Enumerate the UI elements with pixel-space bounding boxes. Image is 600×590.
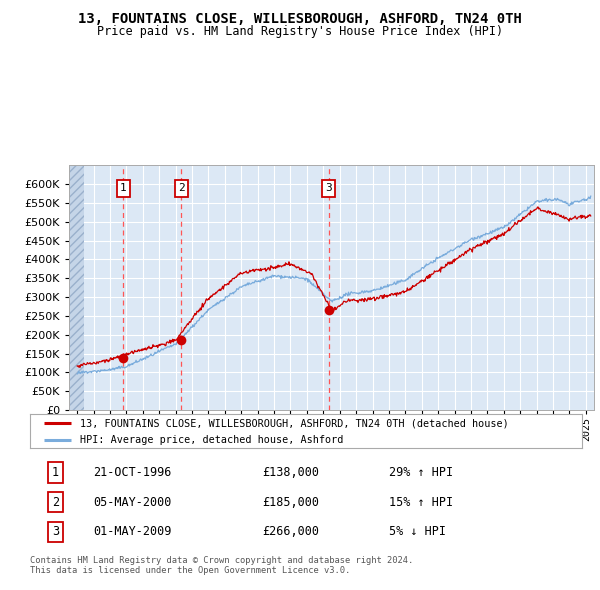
Text: 05-MAY-2000: 05-MAY-2000 xyxy=(94,496,172,509)
Text: 2: 2 xyxy=(52,496,59,509)
Text: 01-MAY-2009: 01-MAY-2009 xyxy=(94,525,172,538)
Text: 2: 2 xyxy=(178,183,185,194)
Text: HPI: Average price, detached house, Ashford: HPI: Average price, detached house, Ashf… xyxy=(80,435,343,445)
Text: 5% ↓ HPI: 5% ↓ HPI xyxy=(389,525,446,538)
Text: Contains HM Land Registry data © Crown copyright and database right 2024.
This d: Contains HM Land Registry data © Crown c… xyxy=(30,556,413,575)
Text: 1: 1 xyxy=(120,183,127,194)
Text: 3: 3 xyxy=(325,183,332,194)
Text: 13, FOUNTAINS CLOSE, WILLESBOROUGH, ASHFORD, TN24 0TH: 13, FOUNTAINS CLOSE, WILLESBOROUGH, ASHF… xyxy=(78,12,522,26)
Text: £266,000: £266,000 xyxy=(262,525,319,538)
Text: 21-OCT-1996: 21-OCT-1996 xyxy=(94,466,172,479)
Bar xyxy=(69,165,84,410)
Text: £185,000: £185,000 xyxy=(262,496,319,509)
Text: £138,000: £138,000 xyxy=(262,466,319,479)
Text: 13, FOUNTAINS CLOSE, WILLESBOROUGH, ASHFORD, TN24 0TH (detached house): 13, FOUNTAINS CLOSE, WILLESBOROUGH, ASHF… xyxy=(80,418,508,428)
Text: 3: 3 xyxy=(52,525,59,538)
Text: 29% ↑ HPI: 29% ↑ HPI xyxy=(389,466,453,479)
Text: 15% ↑ HPI: 15% ↑ HPI xyxy=(389,496,453,509)
Text: Price paid vs. HM Land Registry's House Price Index (HPI): Price paid vs. HM Land Registry's House … xyxy=(97,25,503,38)
Text: 1: 1 xyxy=(52,466,59,479)
